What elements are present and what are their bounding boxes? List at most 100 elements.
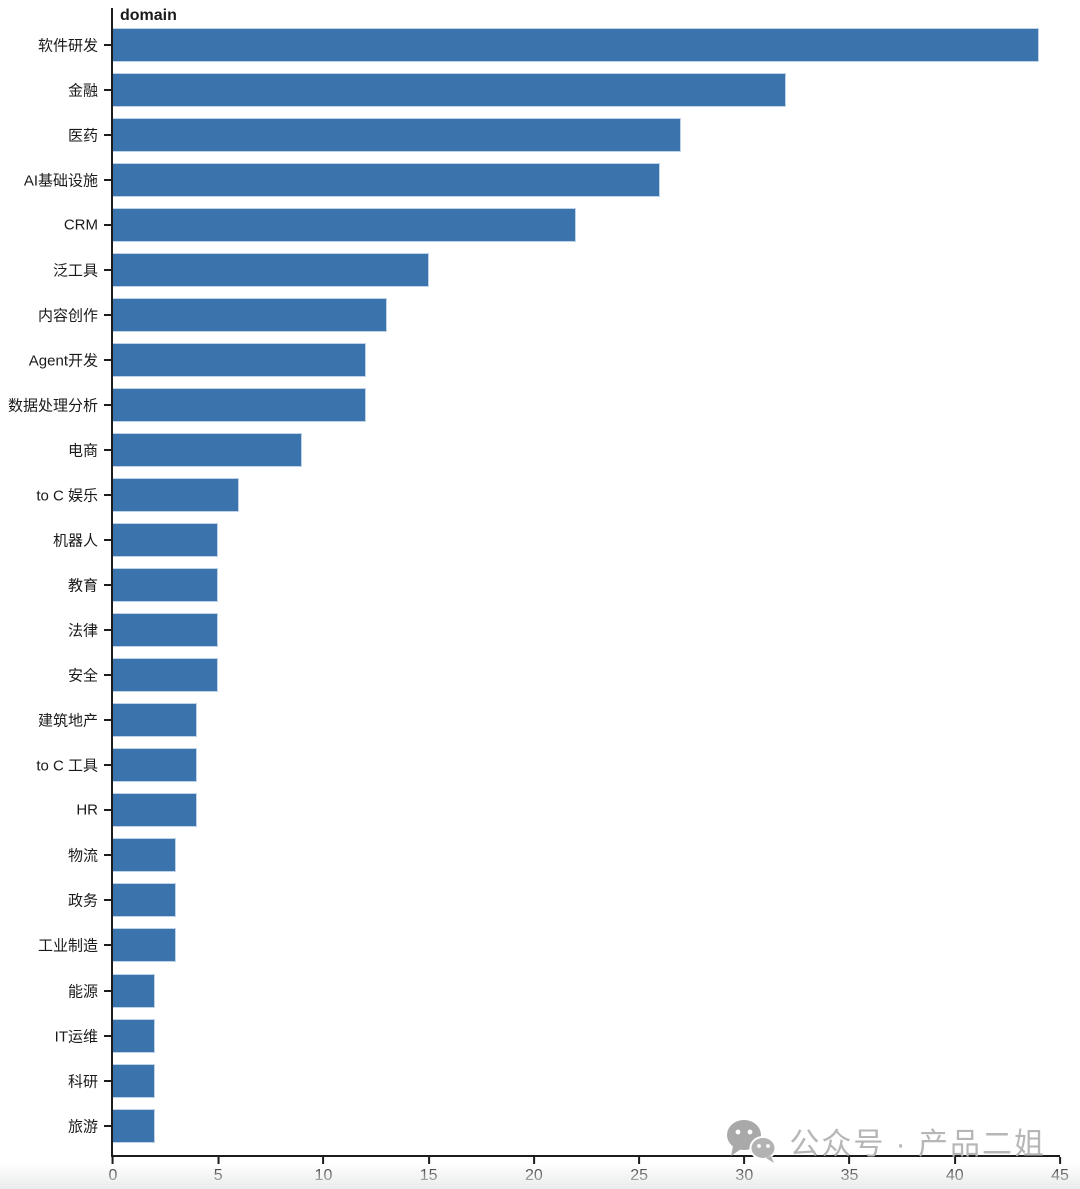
y-axis-label: 物流 (67, 847, 98, 865)
y-axis-label: 科研 (67, 1073, 98, 1091)
bar (113, 973, 156, 1008)
bar-row: AI基础设施 (24, 157, 1060, 202)
x-tick-label: 5 (213, 1167, 223, 1184)
bar (113, 117, 682, 152)
bar (113, 207, 576, 242)
y-tick-mark (104, 403, 112, 406)
bar (113, 658, 219, 693)
y-axis-label: 软件研发 (37, 37, 98, 55)
watermark: 公众号 · 产品二姐 (725, 1118, 1046, 1164)
y-axis-label: to C 工具 (36, 757, 98, 775)
bar-row: 金融 (68, 67, 1060, 112)
y-tick-mark (104, 43, 112, 46)
x-tick-label: 25 (630, 1167, 649, 1184)
x-tick-mark (112, 1157, 114, 1164)
y-axis-label: to C 娱乐 (36, 487, 98, 505)
bar (113, 838, 177, 873)
y-axis-label: 教育 (67, 577, 98, 595)
bar (113, 72, 787, 107)
bar (113, 297, 387, 332)
y-tick-mark (104, 539, 112, 542)
bar (113, 568, 219, 603)
bar-row: 科研 (68, 1058, 1060, 1103)
y-tick-mark (104, 1079, 112, 1082)
y-axis-label: 电商 (67, 442, 98, 460)
x-tick-mark (532, 1157, 535, 1164)
bar (113, 1018, 156, 1053)
x-tick: 10 (314, 1157, 333, 1185)
bar-row: to C 娱乐 (36, 472, 1060, 517)
x-tick-label: 30 (735, 1167, 754, 1184)
bar-row: CRM (64, 202, 1060, 247)
x-tick: 25 (630, 1157, 648, 1185)
y-tick-mark (104, 674, 112, 677)
bar-row: 机器人 (53, 518, 1060, 563)
bar-row: 软件研发 (38, 22, 1060, 67)
bar-row: 泛工具 (53, 247, 1060, 292)
bar-row: 内容创作 (38, 292, 1060, 337)
x-tick-mark (322, 1157, 325, 1164)
y-tick-mark (104, 989, 112, 992)
y-tick-mark (104, 88, 112, 91)
x-tick-label: 45 (1051, 1167, 1069, 1184)
y-axis-label: 数据处理分析 (7, 397, 98, 415)
y-axis-label: 法律 (67, 622, 98, 640)
bar-row: 能源 (68, 968, 1060, 1013)
y-tick-mark (104, 719, 112, 722)
bar-row: 建筑地产 (38, 698, 1060, 743)
y-tick-mark (104, 944, 112, 947)
y-tick-mark (104, 629, 112, 632)
bar (113, 883, 177, 918)
x-tick-label: 0 (108, 1167, 118, 1184)
y-axis-label: HR (76, 801, 98, 819)
bar (113, 477, 240, 512)
x-tick-label: 35 (840, 1167, 859, 1184)
x-tick-mark (953, 1157, 956, 1164)
wechat-icon (725, 1118, 779, 1164)
bar-row: 旅游 (68, 1103, 1060, 1148)
y-tick-mark (104, 899, 112, 902)
chart-title: domain (120, 7, 177, 24)
bar (113, 703, 198, 738)
y-tick-mark (104, 809, 112, 812)
y-axis-label: Agent开发 (28, 352, 98, 370)
y-axis-label: 安全 (67, 667, 98, 685)
bar-row: IT运维 (55, 1013, 1060, 1058)
y-tick-mark (104, 764, 112, 767)
bar-row: 教育 (68, 563, 1060, 608)
y-axis-label: 医药 (67, 127, 98, 145)
y-axis-label: 机器人 (52, 532, 98, 550)
y-axis-line (111, 8, 113, 1157)
bar (113, 342, 366, 377)
y-tick-mark (104, 584, 112, 587)
x-tick-mark (427, 1157, 430, 1164)
y-tick-mark (104, 358, 112, 361)
y-tick-mark (104, 493, 112, 496)
bar-row: 安全 (68, 653, 1060, 698)
x-tick-mark (638, 1157, 641, 1164)
y-axis-label: 能源 (67, 983, 98, 1000)
bar (113, 252, 429, 287)
y-tick-mark (104, 313, 112, 316)
y-axis-label: 旅游 (67, 1118, 98, 1136)
x-tick-label: 10 (314, 1167, 333, 1184)
y-tick-mark (104, 178, 112, 181)
x-tick: 20 (525, 1157, 543, 1185)
y-tick-mark (104, 448, 112, 451)
y-axis-label: IT运维 (54, 1028, 98, 1046)
x-tick: 45 (1051, 1157, 1069, 1185)
plot-area: 软件研发金融医药 AI基础设施 CRM 泛工具 内容创作 Agent开发数据处理分析电商 t… (8, 22, 1060, 1148)
bar-row: 工业制造 (38, 923, 1060, 968)
bar (113, 748, 198, 783)
x-tick-mark (1058, 1157, 1061, 1164)
y-tick-mark (104, 223, 112, 226)
y-axis-label: CRM (63, 216, 98, 234)
y-tick-mark (104, 1124, 112, 1127)
bar (113, 162, 661, 197)
bar-row: HR (76, 788, 1060, 833)
x-tick-label: 15 (419, 1167, 438, 1184)
y-tick-mark (104, 133, 112, 136)
bar (113, 523, 219, 558)
bar-row: 数据处理分析 (8, 382, 1060, 427)
